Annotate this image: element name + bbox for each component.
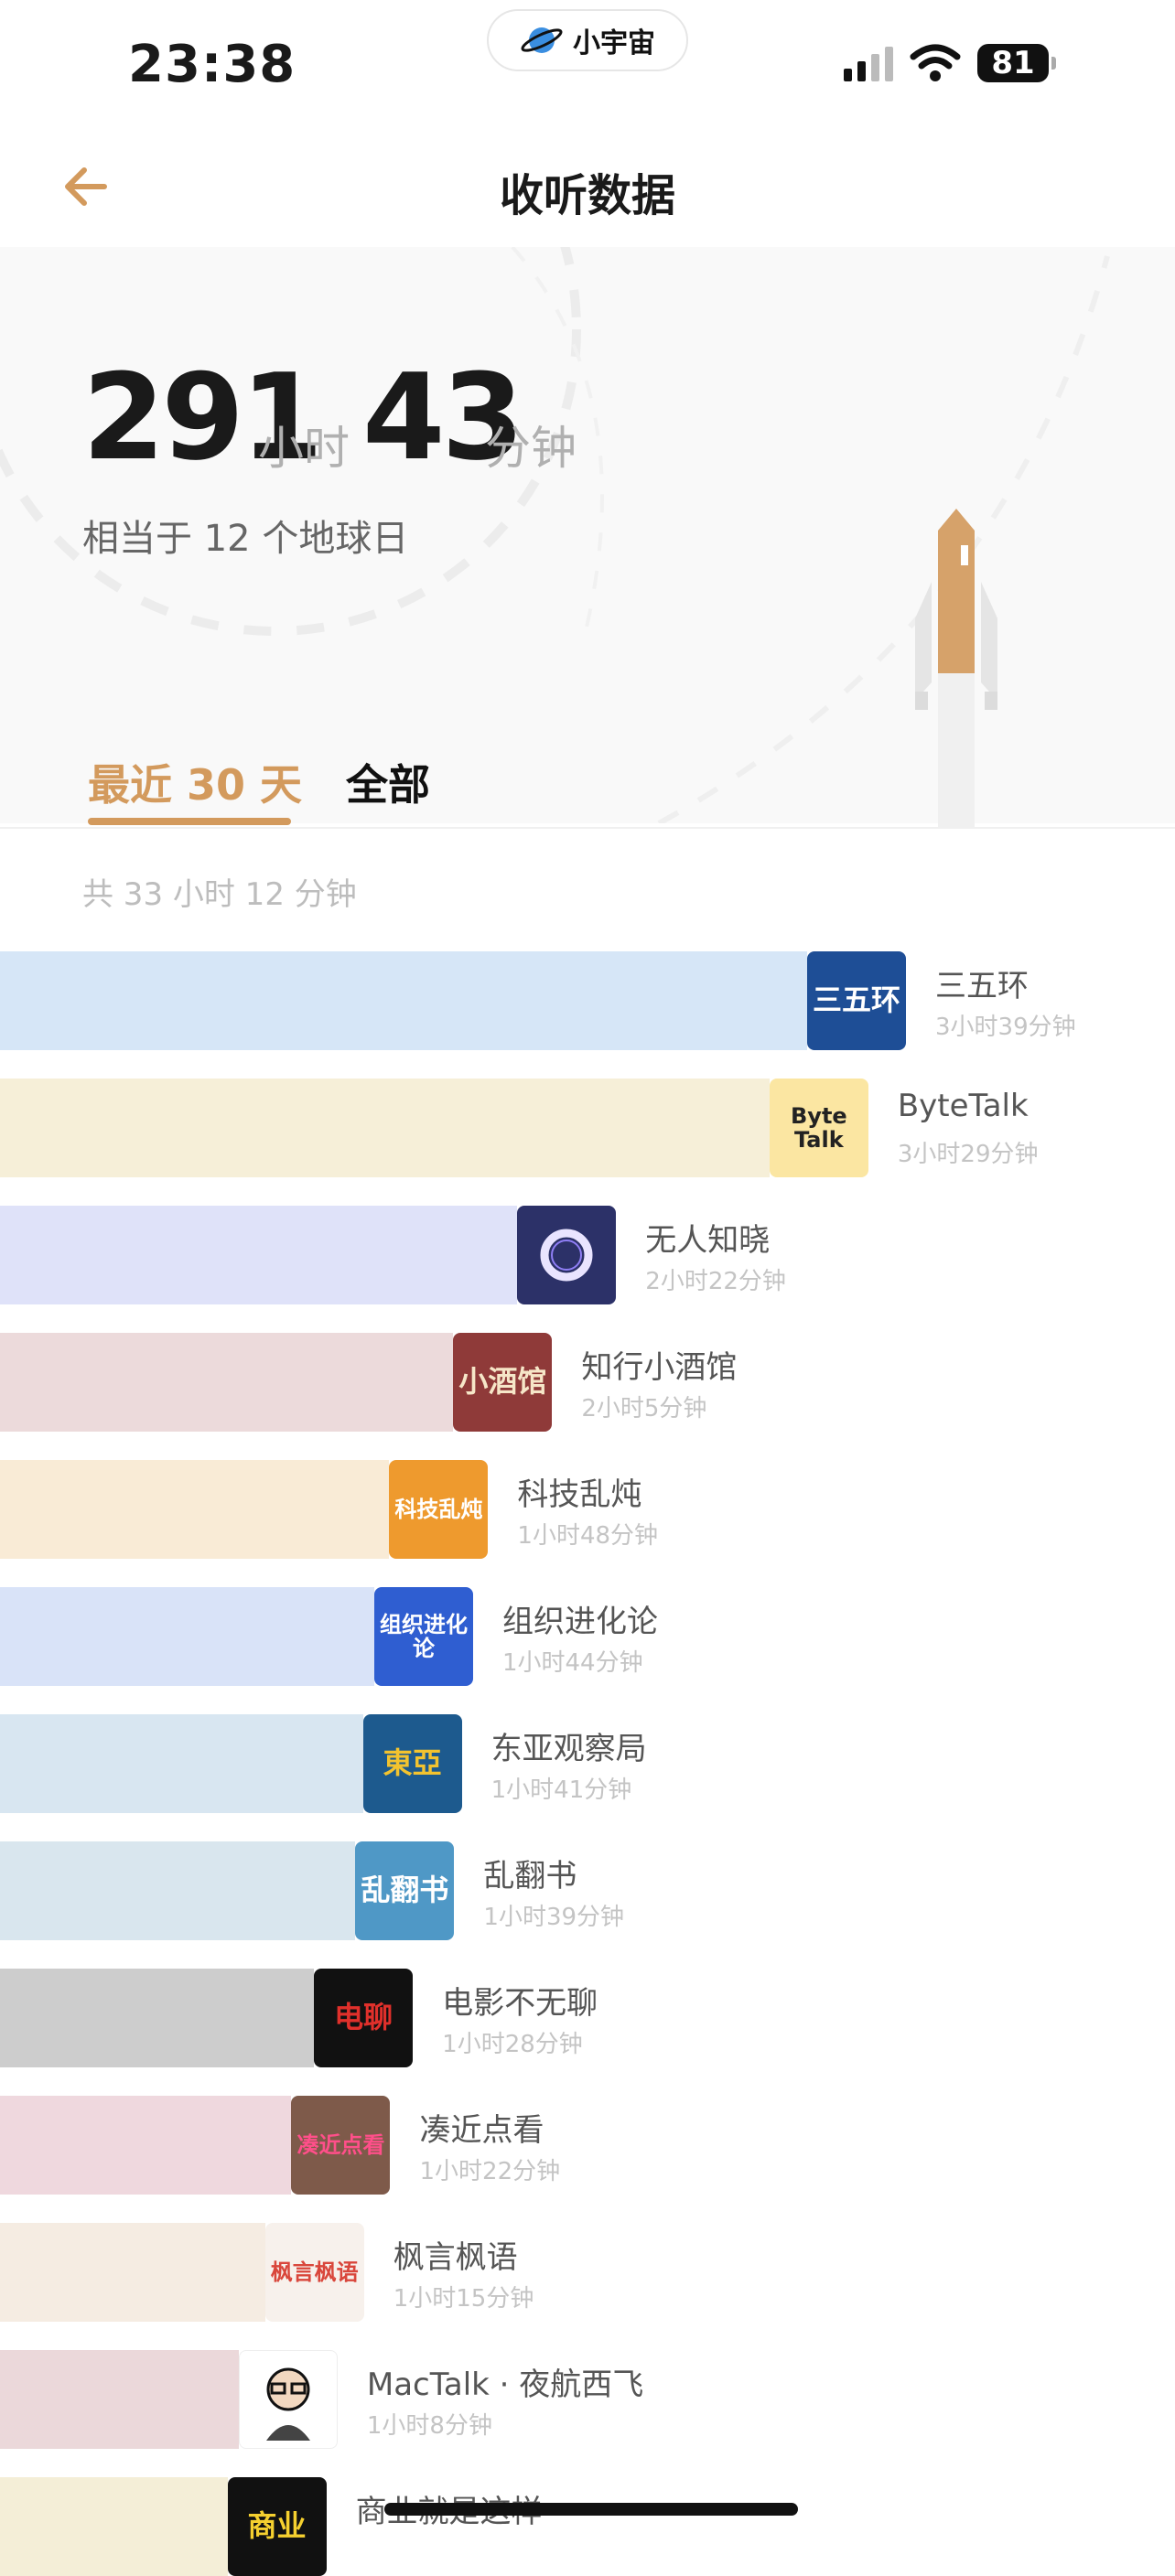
cover-text: 科技乱炖 (394, 1496, 483, 1522)
listening-bar (0, 2223, 265, 2322)
podcast-row[interactable]: 枫言枫语 枫言枫语 1小时15分钟 (0, 2223, 1175, 2322)
podcast-cover[interactable]: 枫言枫语 (264, 2223, 364, 2322)
podcast-name: 电影不无聊 (442, 1985, 598, 2022)
period-total: 共 33 小时 12 分钟 (82, 876, 357, 913)
podcast-cover[interactable]: 乱翻书 (355, 1841, 455, 1940)
podcast-duration: 1小时48分钟 (517, 1522, 659, 1550)
battery-icon: 81 (977, 44, 1056, 82)
podcast-row[interactable]: 小酒馆 知行小酒馆 2小时5分钟 (0, 1333, 1175, 1432)
rocket-icon (915, 509, 997, 829)
cover-text: 凑近点看 (296, 2131, 385, 2158)
portrait-icon (265, 2367, 310, 2441)
tab-recent-30-days[interactable]: 最近 30 天 (88, 760, 303, 810)
podcast-name: 乱翻书 (483, 1858, 577, 1894)
cover-text: 乱翻书 (361, 1873, 449, 1908)
earth-days-equivalent: 相当于 12 个地球日 (82, 518, 409, 560)
listening-bar (0, 1841, 356, 1940)
podcast-cover[interactable]: Byte Talk (769, 1079, 868, 1177)
podcast-name: ByteTalk (897, 1088, 1029, 1124)
cover-text: 三五环 (813, 982, 901, 1018)
podcast-duration: 2小时5分钟 (581, 1395, 707, 1422)
tab-all[interactable]: 全部 (346, 760, 430, 810)
listening-bar (0, 1587, 374, 1686)
podcast-row[interactable]: 无人知晓 2小时22分钟 (0, 1206, 1175, 1304)
active-tab-indicator (88, 818, 291, 825)
listening-bar (0, 1714, 363, 1813)
podcast-name: 枫言枫语 (393, 2239, 518, 2276)
wifi-icon (910, 44, 961, 81)
cover-text: 小酒馆 (458, 1364, 547, 1400)
podcast-name: 三五环 (935, 968, 1029, 1004)
podcast-duration: 3小时39分钟 (935, 1014, 1076, 1041)
podcast-cover[interactable]: 凑近点看 (291, 2096, 391, 2195)
divider (0, 827, 1175, 829)
cover-text: 東亞 (383, 1745, 442, 1781)
listening-bar (0, 2350, 239, 2449)
podcast-row[interactable]: MacTalk · 夜航西飞 1小时8分钟 (0, 2350, 1175, 2449)
listening-bar (0, 1969, 315, 2067)
podcast-duration: 1小时28分钟 (442, 2031, 583, 2058)
status-icons: 81 (844, 44, 1056, 82)
podcast-name: 知行小酒馆 (581, 1349, 738, 1386)
cover-text: 枫言枫语 (270, 2259, 359, 2285)
podcast-row[interactable]: 组织进化论 组织进化论 1小时44分钟 (0, 1587, 1175, 1686)
podcast-row[interactable]: 科技乱炖 科技乱炖 1小时48分钟 (0, 1460, 1175, 1559)
listening-bar (0, 2096, 292, 2195)
planet-icon (521, 27, 563, 53)
podcast-row[interactable]: 三五环 三五环 3小时39分钟 (0, 951, 1175, 1050)
podcast-duration: 1小时44分钟 (501, 1649, 643, 1677)
podcast-row[interactable]: Byte Talk ByteTalk 3小时29分钟 (0, 1079, 1175, 1177)
podcast-name: 无人知晓 (645, 1222, 771, 1259)
cover-text: 商业 (247, 2508, 307, 2544)
total-hours: 291 (82, 348, 323, 487)
podcast-cover[interactable]: 科技乱炖 (389, 1460, 489, 1559)
podcast-row[interactable]: 凑近点看 凑近点看 1小时22分钟 (0, 2096, 1175, 2195)
podcast-duration: 3小时29分钟 (897, 1141, 1039, 1168)
podcast-row[interactable]: 电聊 电影不无聊 1小时28分钟 (0, 1969, 1175, 2067)
podcast-cover[interactable]: 三五环 (807, 951, 906, 1050)
back-arrow-icon[interactable] (59, 161, 113, 212)
podcast-duration: 1小时15分钟 (393, 2285, 534, 2313)
listening-bar (0, 951, 807, 1050)
podcast-cover[interactable]: 商业 (227, 2477, 327, 2576)
podcast-row[interactable]: 商业商业就是这样 (0, 2477, 1175, 2576)
listening-bar (0, 1333, 454, 1432)
listening-bar (0, 1079, 770, 1177)
cover-text: 电聊 (334, 2000, 393, 2035)
cover-text: 组织进化论 (379, 1611, 468, 1661)
cellular-signal-icon (844, 45, 893, 81)
total-minutes: 43 (362, 348, 524, 487)
cover-text: Byte Talk (791, 1102, 847, 1153)
podcast-name: 组织进化论 (501, 1604, 658, 1640)
app-pill-label: 小宇宙 (573, 27, 655, 59)
hero-banner (0, 23, 1175, 826)
podcast-cover[interactable] (517, 1206, 617, 1304)
podcast-cover[interactable]: 电聊 (314, 1969, 414, 2067)
status-time: 23:38 (128, 35, 296, 94)
podcast-duration: 1小时41分钟 (490, 1776, 632, 1804)
listening-bar (0, 1460, 390, 1559)
podcast-cover[interactable]: 小酒馆 (453, 1333, 553, 1432)
podcast-row[interactable]: 乱翻书 乱翻书 1小时39分钟 (0, 1841, 1175, 1940)
podcast-duration: 1小时8分钟 (366, 2412, 492, 2440)
podcast-cover[interactable] (238, 2350, 338, 2449)
podcast-duration: 1小时39分钟 (483, 1904, 625, 1931)
podcast-name: MacTalk · 夜航西飞 (366, 2367, 644, 2403)
ring-logo-icon (540, 1229, 593, 1282)
hours-unit: 小时 (258, 422, 350, 475)
podcast-name: 科技乱炖 (517, 1476, 642, 1513)
podcast-row[interactable]: 東亞 东亚观察局 1小时41分钟 (0, 1714, 1175, 1813)
home-indicator (384, 2503, 798, 2516)
app-pill[interactable]: 小宇宙 (487, 9, 688, 71)
listening-bar (0, 1206, 518, 1304)
page-title: 收听数据 (499, 170, 675, 221)
podcast-name: 东亚观察局 (490, 1731, 647, 1767)
minutes-unit: 分钟 (485, 422, 577, 475)
podcast-duration: 2小时22分钟 (645, 1268, 786, 1295)
podcast-cover[interactable]: 组织进化论 (373, 1587, 473, 1686)
podcast-name: 凑近点看 (419, 2112, 544, 2149)
podcast-cover[interactable]: 東亞 (362, 1714, 462, 1813)
podcast-duration: 1小时22分钟 (419, 2158, 561, 2185)
listening-bar (0, 2477, 228, 2576)
